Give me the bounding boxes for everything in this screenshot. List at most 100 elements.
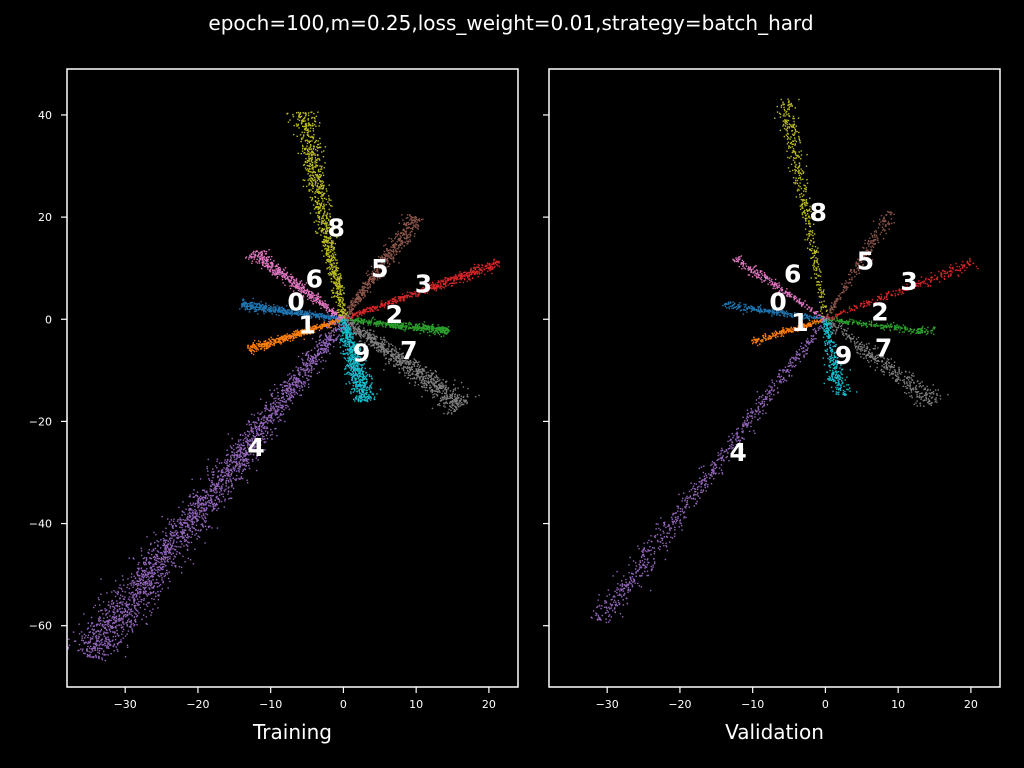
data-point — [154, 563, 156, 565]
data-point — [374, 274, 377, 277]
data-point — [462, 277, 464, 279]
data-point — [477, 275, 479, 278]
data-point — [261, 424, 264, 427]
data-point — [228, 474, 230, 476]
data-point — [299, 312, 302, 314]
data-point — [220, 488, 222, 491]
data-point — [145, 559, 148, 562]
data-point — [431, 324, 434, 326]
data-point — [209, 525, 211, 528]
data-point — [421, 328, 423, 330]
data-point — [238, 461, 240, 463]
data-point — [115, 591, 117, 593]
data-point — [251, 437, 253, 440]
data-point — [191, 518, 194, 520]
data-point — [151, 597, 153, 600]
data-point — [239, 446, 241, 449]
data-point — [103, 650, 105, 652]
data-point — [98, 610, 100, 613]
data-point — [299, 311, 302, 313]
data-point — [187, 557, 189, 560]
data-point — [181, 535, 183, 538]
data-point — [116, 629, 118, 632]
data-point — [269, 310, 271, 312]
data-point — [437, 280, 440, 282]
data-point — [263, 340, 265, 343]
data-point — [130, 613, 132, 615]
data-point — [276, 401, 278, 404]
data-point — [311, 337, 314, 340]
data-point — [93, 628, 95, 631]
data-point — [124, 603, 126, 605]
data-point — [293, 393, 296, 396]
data-point — [102, 633, 105, 635]
data-point — [258, 438, 260, 440]
data-point — [314, 313, 317, 316]
data-point — [114, 612, 116, 614]
data-point — [189, 519, 191, 521]
data-point — [95, 656, 97, 659]
data-point — [396, 300, 399, 303]
data-point — [226, 458, 229, 461]
data-point — [283, 309, 285, 311]
data-point — [332, 323, 334, 325]
data-point — [306, 316, 308, 318]
data-point — [192, 521, 194, 523]
data-point — [108, 610, 110, 612]
data-point — [264, 410, 266, 412]
data-point — [142, 570, 145, 572]
data-point — [197, 497, 200, 500]
data-point — [192, 527, 194, 529]
data-point — [412, 293, 414, 296]
data-point — [296, 386, 298, 388]
data-point — [265, 306, 268, 308]
data-point — [200, 529, 202, 531]
data-point — [101, 644, 104, 646]
data-point — [405, 232, 407, 234]
data-point — [136, 615, 138, 618]
data-point — [354, 304, 357, 306]
data-point — [163, 543, 166, 546]
data-point — [253, 345, 256, 347]
data-point — [217, 483, 220, 485]
data-point — [338, 326, 341, 328]
data-point — [216, 487, 218, 490]
data-point — [246, 460, 249, 462]
data-point — [175, 546, 178, 548]
data-point — [246, 458, 248, 460]
data-point — [256, 437, 258, 440]
data-point — [263, 419, 265, 421]
data-point — [204, 517, 207, 520]
data-point — [182, 522, 185, 524]
series-5 — [340, 214, 424, 320]
data-point — [209, 485, 212, 487]
data-point — [153, 558, 156, 561]
data-point — [254, 306, 257, 309]
data-point — [98, 635, 100, 638]
data-point — [280, 343, 282, 345]
data-point — [85, 635, 87, 637]
data-point — [169, 548, 172, 550]
data-point — [273, 407, 276, 409]
data-point — [139, 578, 141, 580]
data-point — [318, 339, 321, 342]
data-point — [318, 348, 320, 350]
data-point — [136, 590, 139, 592]
data-point — [154, 572, 156, 575]
data-point — [256, 303, 258, 305]
data-point — [213, 508, 215, 510]
data-point — [394, 247, 396, 249]
data-point — [405, 217, 408, 219]
data-point — [490, 266, 493, 268]
data-point — [107, 641, 109, 644]
data-point — [256, 469, 258, 472]
data-point — [131, 631, 134, 633]
data-point — [207, 470, 209, 472]
data-point — [231, 484, 234, 486]
data-point — [288, 386, 290, 389]
data-point — [134, 619, 136, 622]
data-point — [250, 440, 252, 442]
data-point — [409, 326, 411, 329]
data-point — [101, 638, 103, 641]
data-point — [242, 452, 244, 455]
